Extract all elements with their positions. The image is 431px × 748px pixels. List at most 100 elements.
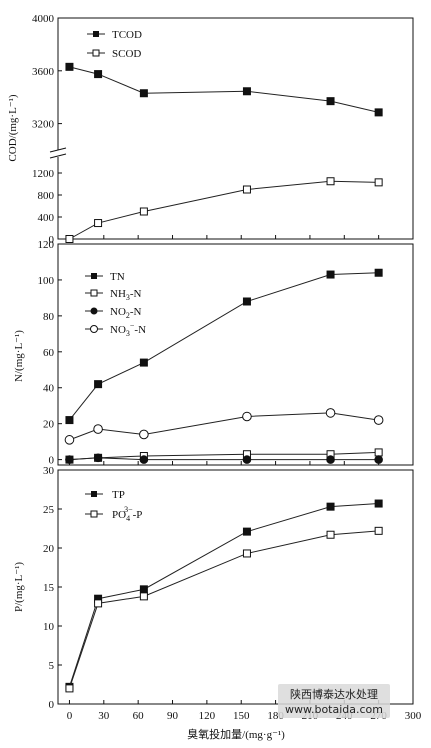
xtick-label: 90	[167, 710, 179, 722]
cod-upper-ytick-label: 4000	[32, 13, 55, 25]
cod-upper-ytick-label: 3600	[32, 66, 55, 78]
xtick-label: 30	[98, 710, 110, 722]
n-ytick-label: 80	[43, 311, 55, 323]
n-ytick-label: 60	[43, 347, 55, 359]
n-no3n-point	[373, 415, 384, 425]
cod-tcod-point	[94, 70, 103, 79]
p-tp-point	[242, 527, 251, 536]
cod-scod-point	[374, 178, 383, 187]
n-nh3n-point	[374, 448, 383, 457]
p-po4p-point	[65, 684, 74, 693]
legend-po4-label: PO43−-P	[112, 505, 142, 523]
cod-scod-point	[139, 207, 148, 216]
n-ytick-label: 100	[38, 275, 55, 287]
cod-lower-ytick-label: 1200	[32, 168, 55, 180]
legend-no2-marker	[90, 307, 98, 315]
n-ylabel: N/(mg·L⁻¹)	[13, 330, 25, 382]
p-ytick-label: 30	[43, 465, 55, 477]
n-panel-frame	[57, 243, 414, 466]
n-ytick-label: 40	[43, 383, 55, 395]
xtick-label: 60	[133, 710, 145, 722]
xtick-label: 300	[405, 710, 422, 722]
p-ylabel: P/(mg·L⁻¹)	[13, 562, 25, 612]
cod-tcod-line	[69, 66, 379, 113]
n-tn-point	[94, 380, 103, 389]
axis-break-mark-upper	[49, 147, 67, 153]
cod-tcod-point	[374, 108, 383, 117]
n-tn-point	[374, 268, 383, 277]
n-no2n-line	[69, 457, 379, 461]
cod-tcod-point	[242, 87, 251, 96]
p-po4p-point	[326, 530, 335, 539]
n-ytick-label: 120	[38, 239, 55, 251]
n-no3n-point	[325, 408, 336, 418]
legend-no3-label: NO3−-N	[110, 321, 146, 338]
n-no2n-point	[242, 455, 252, 464]
legend-nh3-marker	[90, 289, 98, 297]
legend-tcod-marker	[93, 31, 99, 37]
p-tp-point	[374, 499, 383, 508]
legend-no3-marker	[90, 325, 98, 333]
p-tp-line	[68, 503, 379, 687]
n-tn-line	[69, 272, 379, 421]
p-tp-point	[139, 585, 148, 594]
p-ytick-label: 0	[49, 699, 55, 711]
legend-tp-label: TP	[112, 489, 125, 501]
cod-scod-point	[65, 235, 74, 243]
n-no3n-point	[242, 411, 252, 422]
n-no2n-point	[374, 455, 383, 464]
cod-scod-line	[69, 180, 379, 240]
p-po4p-point	[94, 599, 103, 608]
legend-tn-marker	[91, 273, 97, 279]
cod-tcod-point	[65, 62, 74, 71]
cod-upper-ytick-label: 3200	[32, 119, 55, 131]
n-no2n-point	[326, 455, 335, 464]
n-ytick-label: 0	[49, 455, 55, 467]
n-no3n-point	[139, 429, 149, 440]
n-no2n-point	[139, 455, 149, 464]
legend-po4-marker	[90, 510, 98, 518]
n-ytick-label: 20	[43, 419, 55, 431]
cod-tcod-point	[139, 89, 148, 98]
n-no3n-point	[64, 435, 75, 445]
cod-scod-point	[94, 219, 103, 228]
series-layer	[64, 62, 384, 693]
legend-tcod-label: TCOD	[112, 29, 142, 41]
n-no2n-point	[65, 455, 74, 464]
p-ytick-label: 5	[49, 660, 55, 672]
legend-nh3-label: NH3-N	[110, 288, 142, 302]
cod-ylabel: COD/(mg·L⁻¹)	[7, 94, 19, 161]
p-ytick-label: 15	[43, 582, 55, 594]
p-ytick-label: 10	[43, 621, 55, 633]
xtick-label: 150	[233, 710, 250, 722]
watermark: 陕西博泰达水处理 www.botaida.com	[278, 684, 390, 718]
p-ytick-label: 20	[43, 543, 55, 555]
xtick-label: 120	[199, 710, 216, 722]
legend-scod-label: SCOD	[112, 48, 141, 60]
axis-ticks: 3200360040000400800120002040608010012005…	[32, 13, 422, 722]
axis-break-mark-lower	[49, 153, 67, 159]
p-po4p-point	[242, 549, 251, 558]
p-legend: TP PO43−-P	[85, 489, 142, 523]
xtick-label: 0	[67, 710, 73, 722]
cod-panel-frame	[57, 17, 414, 240]
watermark-line1: 陕西博泰达水处理	[290, 687, 378, 701]
legend-tn-label: TN	[110, 271, 125, 283]
axis-break-gap	[50, 150, 66, 157]
n-tn-point	[65, 416, 74, 425]
legend-scod-marker	[92, 49, 100, 57]
cod-tcod-point	[326, 97, 335, 106]
cod-lower-ytick-label: 800	[38, 190, 55, 202]
legend-tp-marker	[91, 491, 97, 497]
n-no3n-line	[69, 412, 379, 441]
cod-scod-point	[326, 177, 335, 186]
n-no2n-point	[93, 453, 103, 463]
n-no3n-point	[93, 424, 103, 434]
cod-scod-point	[242, 185, 251, 194]
p-po4p-point	[139, 592, 148, 601]
n-tn-point	[326, 270, 335, 279]
watermark-box	[278, 684, 390, 718]
axis-break	[49, 147, 67, 159]
cod-legend: TCOD SCOD	[87, 29, 142, 60]
p-tp-point	[326, 502, 335, 511]
